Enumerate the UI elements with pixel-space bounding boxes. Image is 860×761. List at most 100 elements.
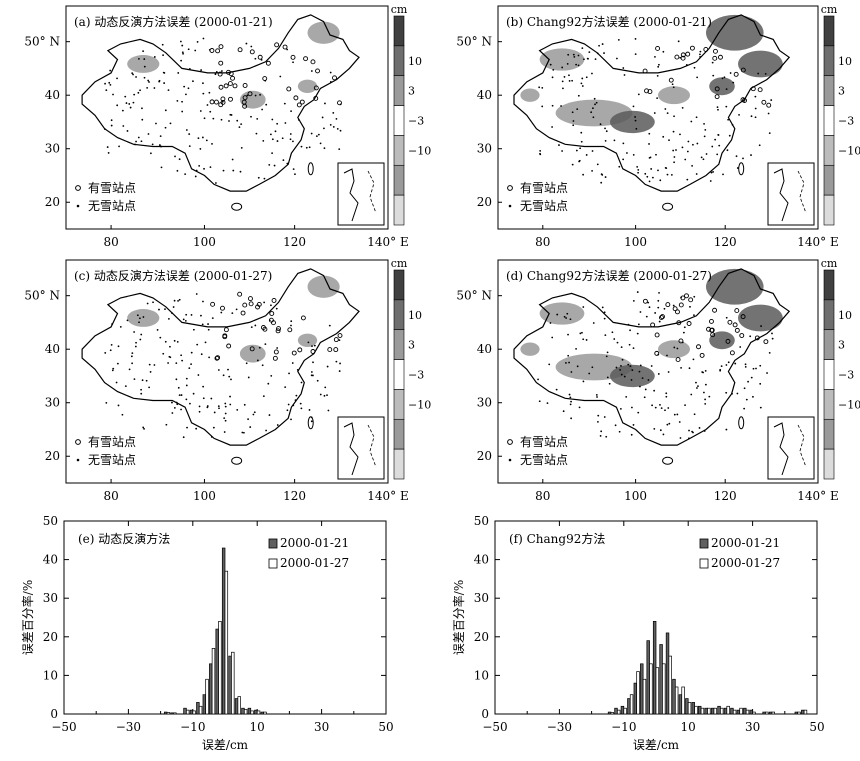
nosnow-station — [591, 169, 593, 172]
x-tick-label: 10 — [681, 720, 696, 734]
nosnow-station — [725, 364, 728, 366]
nosnow-station — [648, 143, 650, 145]
nosnow-station — [644, 172, 647, 175]
nosnow-station — [768, 351, 771, 354]
histogram-bar — [183, 707, 187, 715]
colorbar-tick-label: 10 — [408, 55, 422, 68]
nosnow-station — [104, 352, 107, 354]
nosnow-station — [252, 413, 255, 416]
nosnow-station — [149, 152, 152, 155]
nosnow-station — [180, 59, 183, 62]
nosnow-station — [585, 339, 588, 341]
nosnow-station — [588, 51, 591, 54]
nosnow-station — [167, 89, 170, 92]
histogram-bar — [749, 709, 753, 715]
x-axis-label: 误差/cm — [202, 738, 249, 752]
nosnow-station — [180, 394, 183, 396]
legend-swatch — [699, 558, 709, 569]
histogram-bar — [726, 705, 730, 715]
colorbar-segment — [393, 164, 405, 196]
nosnow-station — [288, 372, 290, 375]
nosnow-station — [307, 341, 310, 344]
nosnow-station — [563, 76, 566, 78]
nosnow-station — [143, 65, 146, 68]
snow-station — [218, 60, 224, 66]
nosnow-station — [130, 355, 133, 358]
nosnow-station — [599, 123, 602, 126]
snow-station — [215, 48, 221, 54]
nosnow-station — [614, 424, 617, 427]
nosnow-station — [692, 358, 695, 361]
nosnow-station — [662, 433, 665, 436]
snow-legend-label: 有雪站点 — [520, 181, 568, 195]
nosnow-station — [273, 164, 276, 167]
nosnow-station — [627, 323, 630, 326]
legend-label: 2000-01-21 — [280, 536, 349, 550]
nosnow-station — [603, 311, 606, 314]
nosnow-station — [265, 103, 268, 106]
snow-station — [303, 56, 309, 62]
nosnow-station — [190, 351, 193, 354]
nosnow-station — [611, 331, 614, 334]
nosnow-station — [169, 122, 172, 125]
nosnow-station — [568, 361, 570, 364]
nosnow-station — [718, 144, 721, 147]
nosnow-station — [286, 409, 289, 412]
nosnow-station — [623, 375, 626, 378]
nosnow-station — [172, 306, 175, 308]
nosnow-station — [199, 110, 202, 112]
nosnow-station — [704, 398, 707, 401]
nosnow-station — [664, 409, 666, 412]
nosnow-station — [262, 140, 265, 142]
shade-region — [297, 79, 318, 93]
nosnow-station — [198, 165, 201, 167]
nosnow-station — [183, 85, 186, 88]
snow-station — [237, 47, 243, 53]
nosnow-station — [714, 138, 717, 141]
snow-station — [674, 54, 680, 60]
nosnow-station — [128, 368, 131, 371]
histogram-bar — [166, 712, 171, 715]
snow-station — [659, 315, 664, 321]
nosnow-station — [569, 318, 572, 321]
nosnow-station — [171, 312, 173, 315]
nosnow-station — [568, 74, 570, 77]
colorbar-tick-label: −10 — [838, 398, 860, 411]
nosnow-station — [174, 155, 176, 158]
nosnow-station — [646, 175, 649, 178]
nosnow-station — [245, 362, 248, 365]
nosnow-station — [672, 149, 675, 152]
snow-station — [699, 352, 705, 358]
snow-station — [226, 343, 232, 349]
colorbar-tick-label: 10 — [838, 55, 852, 68]
nosnow-station — [116, 77, 118, 80]
colorbar-tick-label: −3 — [838, 369, 854, 382]
histogram-bar — [710, 707, 715, 715]
snow-station — [228, 96, 233, 102]
lon-tick-label: 140° E — [797, 235, 838, 249]
nosnow-station — [171, 412, 174, 414]
colorbar-segment — [823, 164, 835, 196]
nosnow-station — [771, 337, 774, 340]
nosnow-station — [339, 362, 341, 365]
y-tick-label: 0 — [481, 707, 489, 721]
snow-station — [215, 355, 221, 361]
lon-tick-label: 140° E — [367, 235, 408, 249]
nosnow-station — [583, 58, 585, 61]
nosnow-station — [575, 149, 578, 152]
colorbar-segment — [823, 329, 835, 360]
shade-region — [709, 331, 735, 350]
snow-station — [689, 45, 695, 51]
nosnow-station — [581, 77, 584, 80]
colorbar-segment — [823, 75, 835, 106]
nosnow-station — [275, 307, 278, 310]
nosnow-station — [137, 91, 140, 94]
nosnow-station — [599, 435, 602, 437]
nosnow-station — [178, 298, 181, 301]
nosnow-station — [591, 366, 594, 369]
nosnow-station — [594, 58, 597, 61]
nosnow-station — [126, 130, 129, 132]
nosnow-station — [332, 125, 335, 128]
